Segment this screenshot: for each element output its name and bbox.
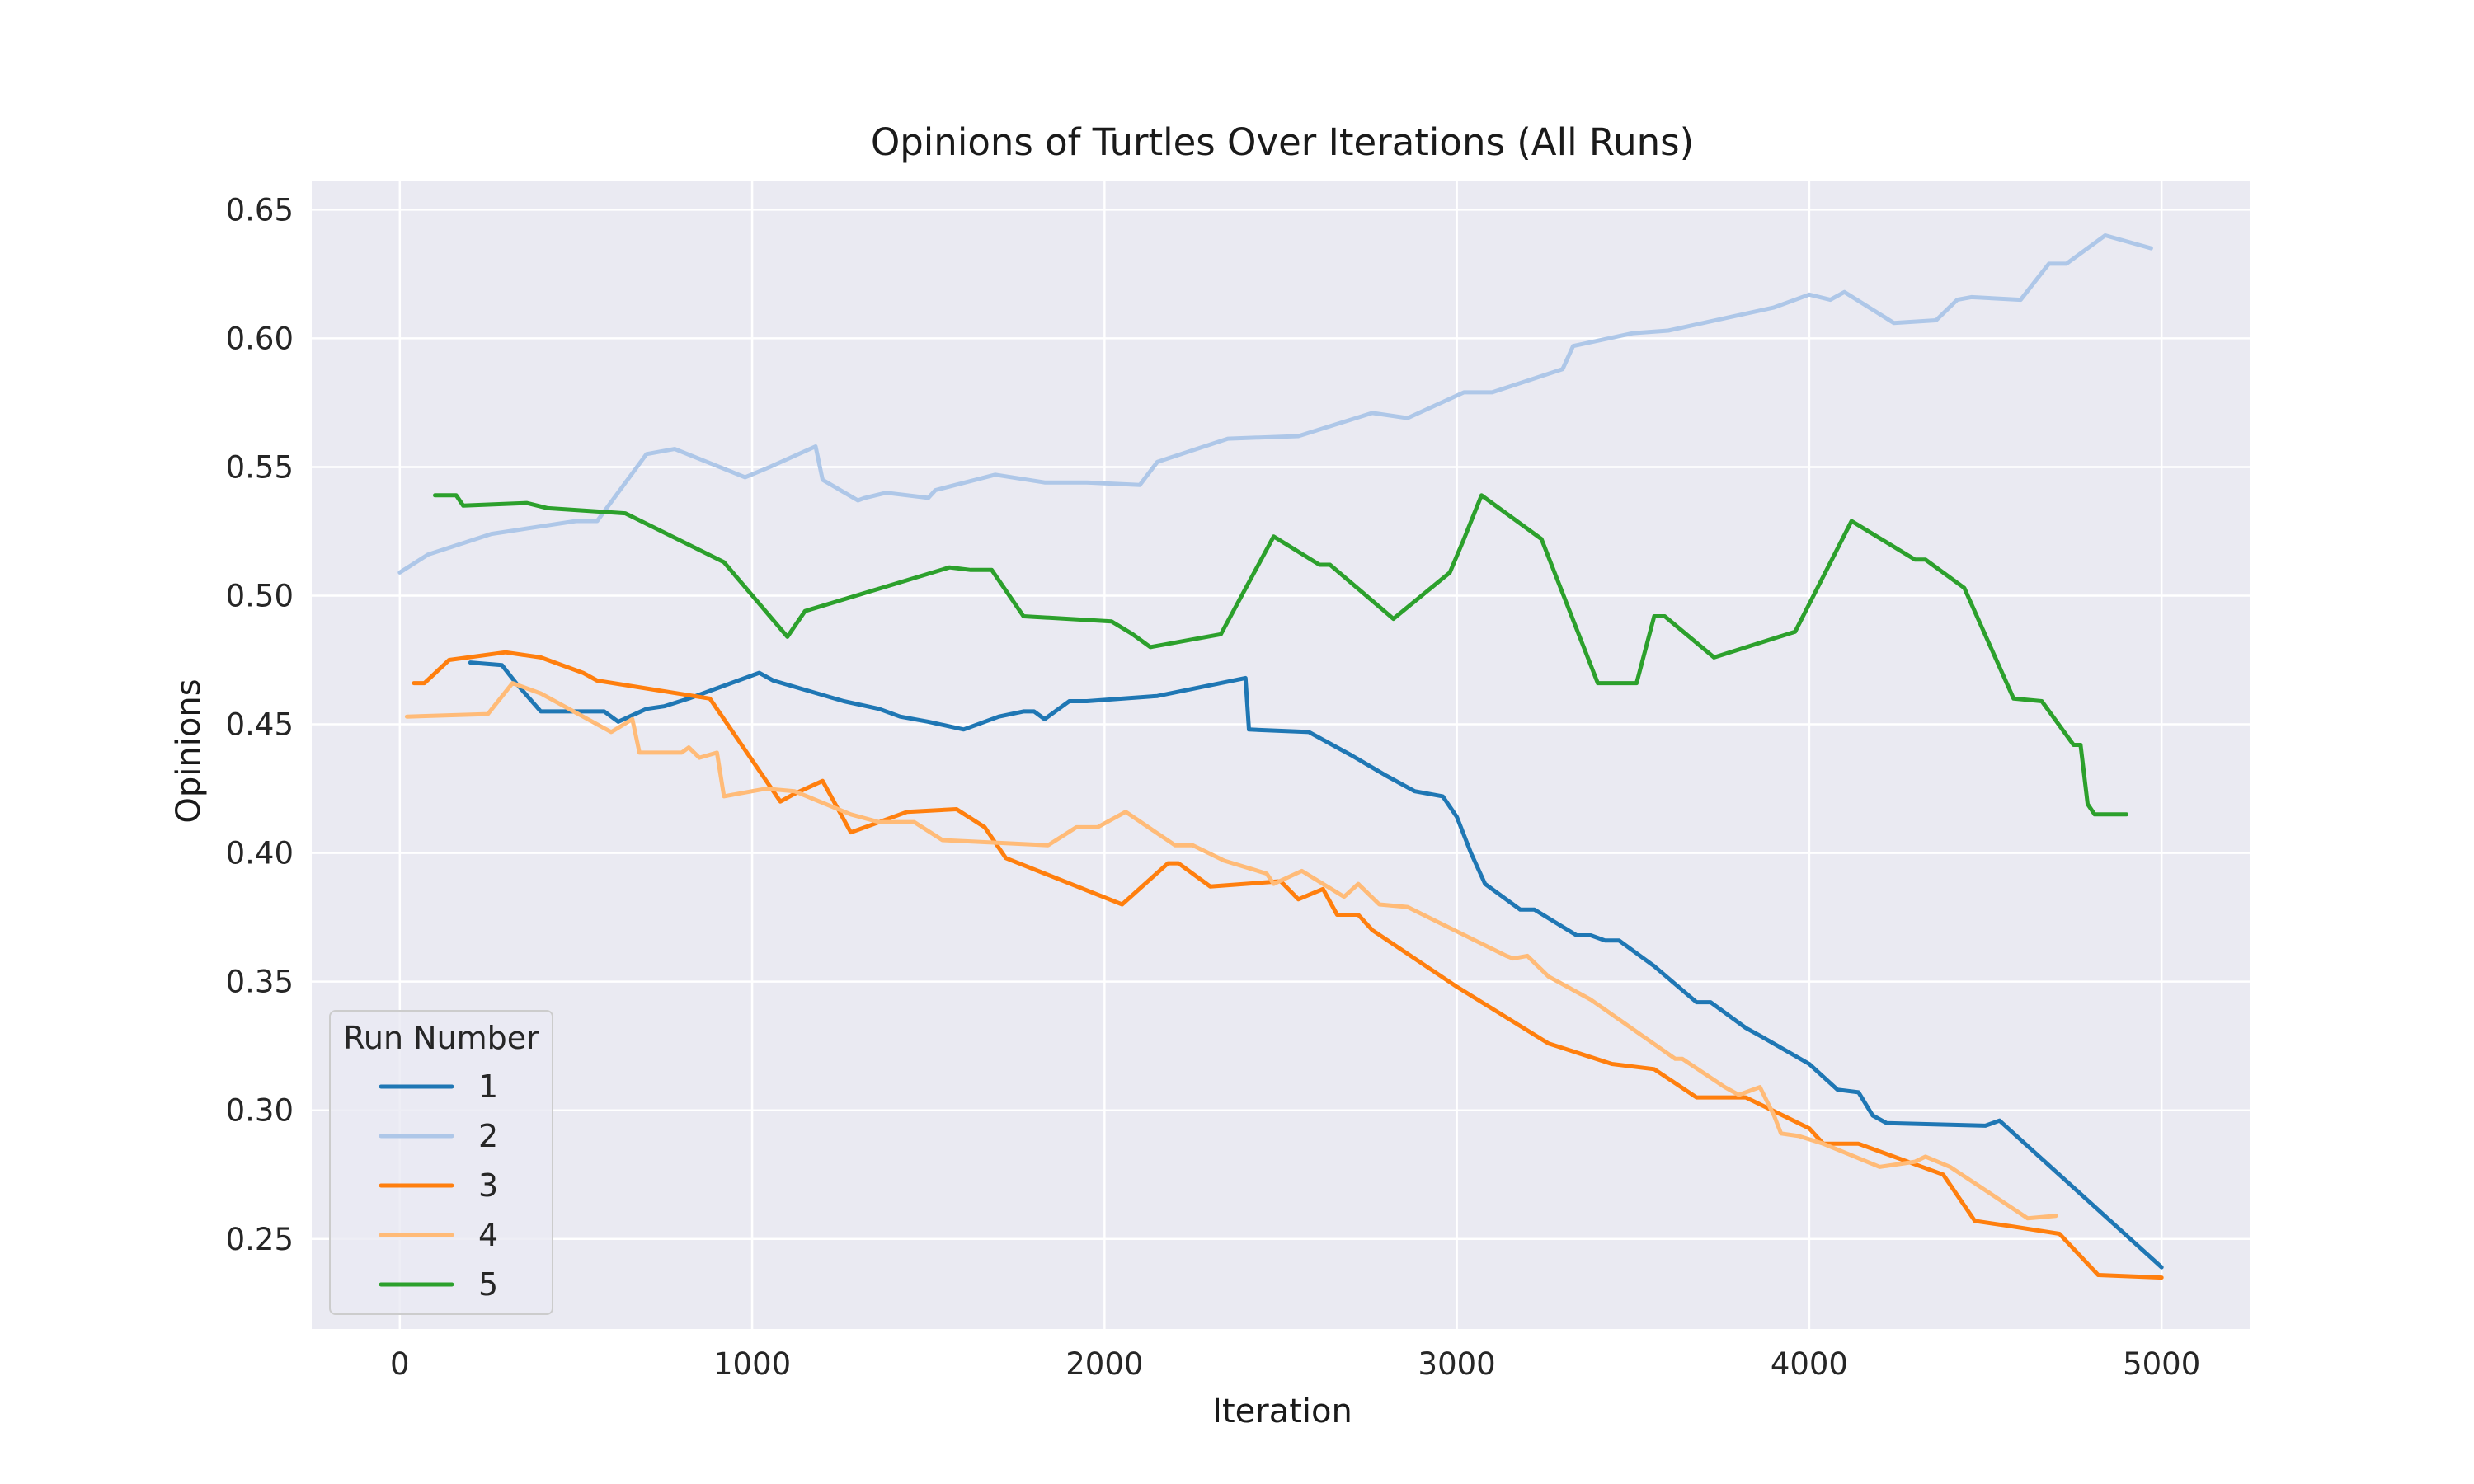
y-tick-label: 0.30 <box>226 1093 294 1129</box>
x-tick-label: 4000 <box>1771 1346 1848 1382</box>
y-tick-label: 0.65 <box>226 192 294 228</box>
x-tick-label: 1000 <box>713 1346 791 1382</box>
series-line-run-4 <box>404 681 2058 1221</box>
legend: Run Number 1 2 3 4 5 <box>329 1010 553 1315</box>
x-tick-label: 5000 <box>2123 1346 2200 1382</box>
y-tick-label: 0.45 <box>226 707 294 743</box>
series-line-run-5 <box>433 493 2128 817</box>
legend-label: 1 <box>478 1068 498 1105</box>
series-line-run-3 <box>412 650 2164 1280</box>
legend-label: 2 <box>478 1118 498 1154</box>
legend-entries: 1 2 3 4 5 <box>379 1068 498 1303</box>
x-tick-label: 3000 <box>1418 1346 1496 1382</box>
legend-box <box>329 1010 553 1315</box>
series-lines <box>397 233 2164 1280</box>
y-gridlines <box>312 209 2250 1241</box>
legend-label: 3 <box>478 1167 498 1204</box>
y-tick-label: 0.60 <box>226 321 294 356</box>
x-axis-label: Iteration <box>1212 1392 1352 1430</box>
y-tick-label: 0.25 <box>226 1222 294 1257</box>
legend-label: 4 <box>478 1217 498 1253</box>
y-tick-labels: 0.25 0.30 0.35 0.40 0.45 0.50 0.55 0.60 0.65 <box>226 192 294 1256</box>
legend-title: Run Number <box>343 1020 539 1056</box>
chart-title: Opinions of Turtles Over Iterations (All… <box>871 120 1694 164</box>
x-tick-label: 0 <box>390 1346 410 1382</box>
x-tick-labels: 0 1000 2000 3000 4000 5000 <box>390 1346 2200 1382</box>
plot-area <box>312 181 2250 1329</box>
y-axis-label: Opinions <box>170 679 208 823</box>
series-line-run-2 <box>397 233 2153 575</box>
x-tick-label: 2000 <box>1065 1346 1143 1382</box>
y-tick-label: 0.50 <box>226 578 294 613</box>
y-tick-label: 0.40 <box>226 836 294 871</box>
y-tick-label: 0.35 <box>226 965 294 1000</box>
y-tick-label: 0.55 <box>226 449 294 485</box>
legend-label: 5 <box>478 1266 498 1303</box>
x-gridlines <box>398 181 2163 1329</box>
